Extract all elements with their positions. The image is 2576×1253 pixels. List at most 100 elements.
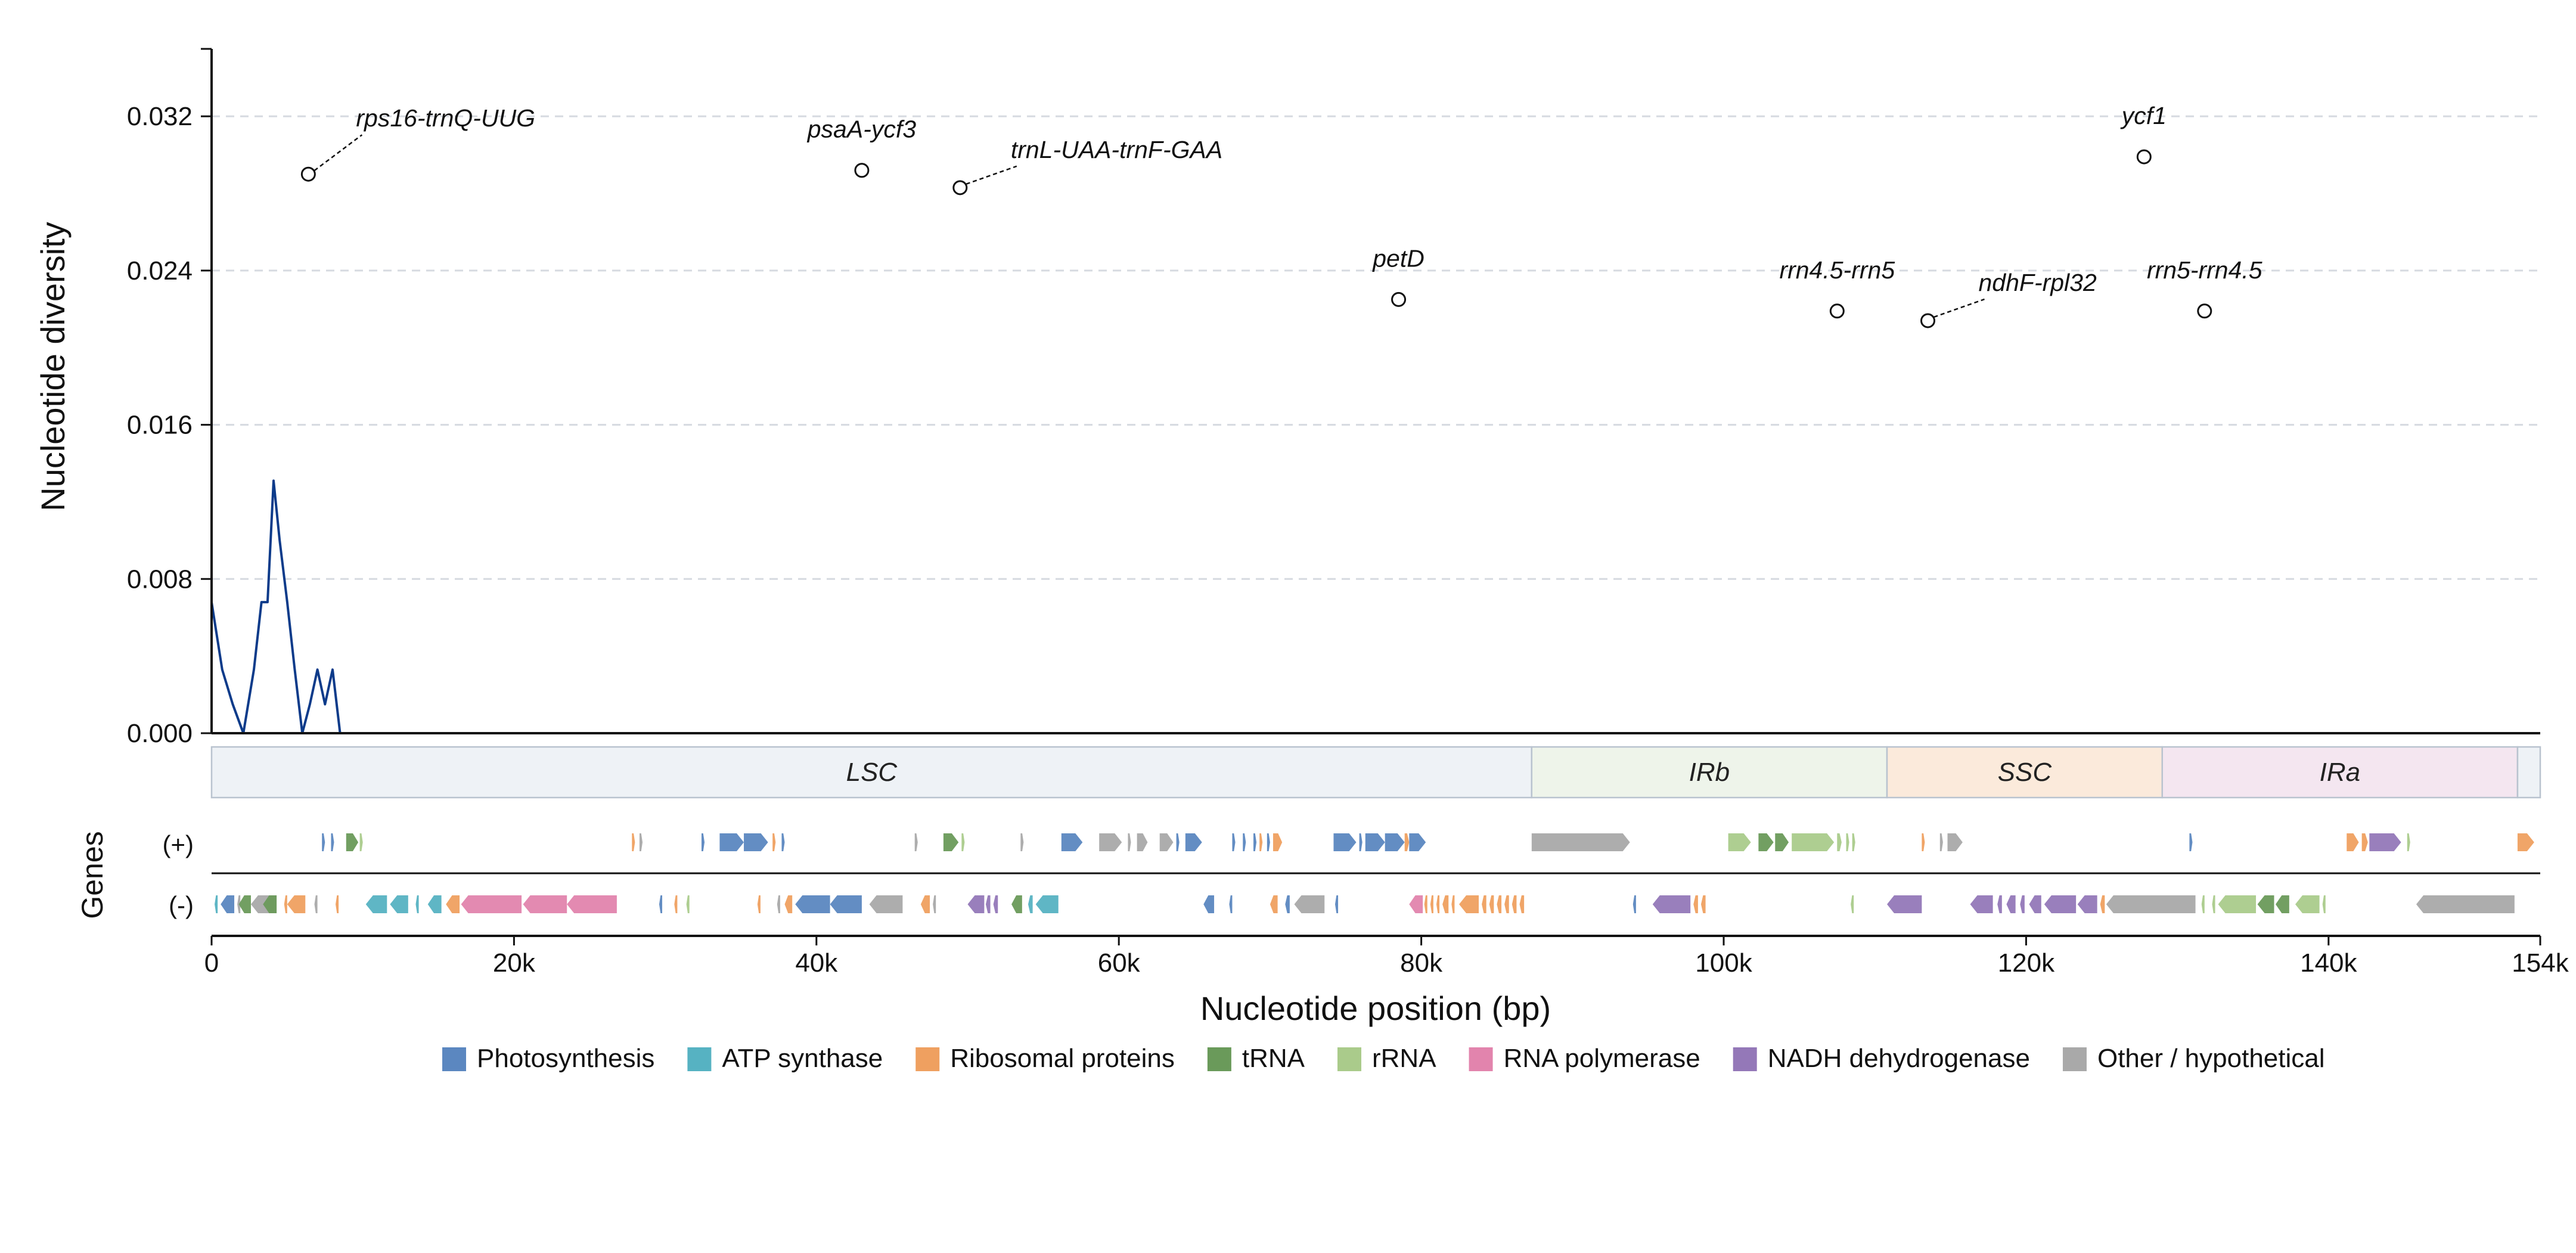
gene-minus xyxy=(336,895,339,913)
x-tick-label: 0 xyxy=(204,948,219,978)
gene-plus xyxy=(1728,833,1751,851)
gene-minus xyxy=(2212,895,2215,913)
legend-swatch xyxy=(2062,1047,2087,1071)
gene-plus xyxy=(719,833,744,851)
legend-label: Photosynthesis xyxy=(477,1044,654,1073)
region-box xyxy=(210,746,1533,799)
gene-plus xyxy=(781,833,785,851)
x-tick-label: 100k xyxy=(1695,948,1752,978)
gene-minus xyxy=(1497,895,1502,913)
gene-plus xyxy=(1253,833,1257,851)
gene-plus xyxy=(701,833,705,851)
gene-minus xyxy=(933,895,936,913)
axes: 0.000 0.008 0.016 0.024 0.032 0 20k 40k 60k 80k 10… xyxy=(127,48,2569,978)
peak-annotations: rps16-trnQ-UUG psaA-ycf3 trnL-UAA-trnF-GAA… xyxy=(300,102,2262,328)
gene-minus xyxy=(1519,895,1525,913)
legend-label: Ribosomal proteins xyxy=(950,1044,1175,1073)
gene-minus xyxy=(1270,895,1278,913)
gene-minus xyxy=(523,895,567,913)
gene-minus xyxy=(1285,895,1290,913)
gene-minus xyxy=(1700,895,1706,913)
gene-plus xyxy=(943,833,959,851)
gene-minus xyxy=(920,895,930,913)
gene-minus xyxy=(2100,895,2105,913)
gene-plus xyxy=(1061,833,1083,851)
y-tick-label: 0.008 xyxy=(127,565,193,594)
gene-minus xyxy=(869,895,903,913)
gene-minus xyxy=(1229,895,1233,913)
legend-label: ATP synthase xyxy=(722,1044,883,1073)
gene-plus xyxy=(1176,833,1180,851)
gene-plus xyxy=(1099,833,1122,851)
gene-minus xyxy=(1430,895,1433,913)
legend-swatch xyxy=(1469,1047,1493,1071)
region-box xyxy=(1886,746,2163,799)
gene-plus xyxy=(2369,833,2401,851)
gene-minus xyxy=(1512,895,1517,913)
gene-plus xyxy=(2517,833,2534,851)
gene-plus xyxy=(2189,833,2193,851)
gene-plus xyxy=(1846,833,1849,851)
peak-label: ndhF-rpl32 xyxy=(1979,269,2097,296)
gene-minus xyxy=(2106,895,2196,913)
legend-swatch xyxy=(687,1047,712,1071)
gene-plus xyxy=(1259,833,1263,851)
plus-strand-label: (+) xyxy=(163,830,194,858)
x-tick-label: 20k xyxy=(493,948,536,978)
gene-plus xyxy=(1758,833,1774,851)
gene-minus xyxy=(795,895,830,913)
gene-plus xyxy=(639,833,643,851)
gene-minus xyxy=(2201,895,2205,913)
peak-leader xyxy=(314,134,363,172)
x-tick-label: 60k xyxy=(1098,948,1141,978)
gene-plus xyxy=(2347,833,2359,851)
gene-minus xyxy=(365,895,387,913)
x-tick-label: 120k xyxy=(1998,948,2055,978)
gene-minus xyxy=(1887,895,1922,913)
gene-plus xyxy=(744,833,768,851)
gene-minus xyxy=(284,895,287,913)
gene-minus xyxy=(390,895,408,913)
gene-minus xyxy=(1011,895,1022,913)
peak-marker xyxy=(2197,303,2212,319)
y-tick-label: 0.032 xyxy=(127,102,193,131)
peak-marker xyxy=(1920,313,1936,328)
gene-minus xyxy=(1482,895,1486,913)
gene-plus xyxy=(1385,833,1405,851)
gene-plus xyxy=(1267,833,1270,851)
legend-label: rRNA xyxy=(1372,1044,1436,1073)
gene-plus xyxy=(2361,833,2368,851)
legend-swatch xyxy=(442,1047,466,1071)
gene-plus xyxy=(1775,833,1789,851)
gene-minus xyxy=(2006,895,2016,913)
gene-plus xyxy=(1128,833,1131,851)
y-tick-label: 0.024 xyxy=(127,256,193,286)
gene-minus xyxy=(674,895,678,913)
region-label: IRb xyxy=(1689,758,1730,787)
legend-label: RNA polymerase xyxy=(1504,1044,1700,1073)
x-tick-label: 40k xyxy=(795,948,838,978)
gene-minus xyxy=(427,895,442,913)
region-box xyxy=(1531,746,1888,799)
gene-minus xyxy=(985,895,991,913)
gene-minus xyxy=(1970,895,1993,913)
gene-minus xyxy=(2218,895,2257,913)
gene-minus xyxy=(993,895,998,913)
gene-plus xyxy=(1243,833,1246,851)
peak-label: rrn5-rrn4.5 xyxy=(2147,256,2262,284)
peak-marker xyxy=(854,163,870,178)
legend-swatch xyxy=(1207,1047,1231,1071)
region-label: SSC xyxy=(1998,758,2053,787)
gene-minus xyxy=(461,895,522,913)
region-label: LSC xyxy=(846,758,898,787)
region-bar: LSC IRb SSC IRa xyxy=(210,746,2541,799)
gene-plus xyxy=(1531,833,1630,851)
gene-minus xyxy=(1489,895,1494,913)
gene-minus xyxy=(1451,895,1455,913)
gene-minus xyxy=(238,895,251,913)
region-box xyxy=(2516,746,2541,799)
peak-marker xyxy=(2136,149,2152,165)
gene-plus xyxy=(1020,833,1024,851)
